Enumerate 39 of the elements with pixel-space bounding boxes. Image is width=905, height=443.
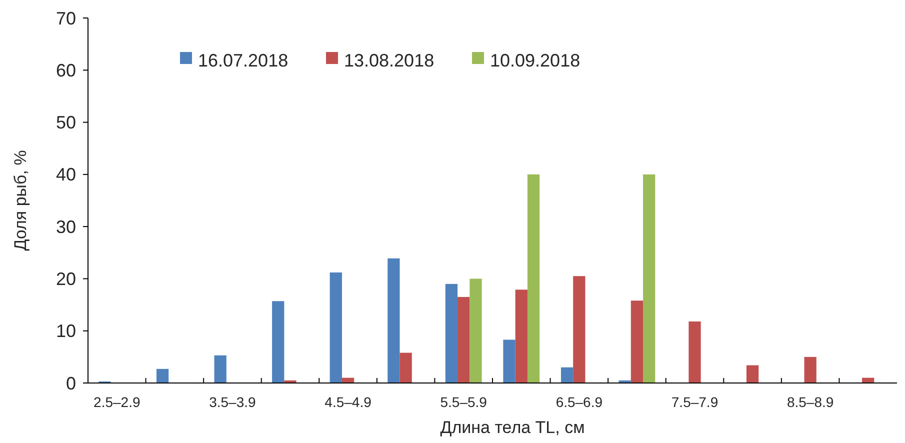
bar — [445, 284, 458, 383]
x-tick-label: 2.5–2.9 — [94, 394, 140, 410]
bar — [560, 367, 574, 383]
y-tick-label: 50 — [56, 112, 76, 133]
x-tick-label: 6.5–6.9 — [556, 394, 603, 410]
x-tick-label: 5.5–5.9 — [440, 394, 488, 410]
bar — [470, 278, 482, 383]
y-tick-label: 20 — [56, 269, 76, 290]
y-tick-label: 30 — [56, 216, 76, 237]
bar — [573, 276, 586, 383]
y-axis-title: Доля рыб, % — [11, 150, 30, 251]
bar — [746, 365, 759, 383]
bar — [272, 301, 284, 383]
bar — [503, 340, 516, 383]
bar — [515, 290, 528, 383]
legend-label: 13.08.2018 — [344, 50, 434, 70]
bar — [400, 352, 412, 383]
y-tick-label: 0 — [66, 373, 76, 394]
bar — [630, 300, 644, 383]
y-tick-label: 40 — [56, 164, 76, 185]
y-tick-label: 70 — [56, 8, 76, 28]
bar — [688, 321, 701, 383]
bar — [804, 356, 816, 383]
bar — [458, 296, 470, 383]
bar — [214, 355, 226, 383]
x-axis-title: Длина тела TL, см — [440, 418, 585, 437]
bar — [156, 368, 169, 383]
x-tick-label: 7.5–7.9 — [671, 394, 718, 410]
bar — [388, 258, 400, 383]
legend-label: 16.07.2018 — [198, 50, 288, 70]
bar — [330, 272, 342, 383]
legend-label: 10.09.2018 — [490, 50, 580, 70]
y-tick-label: 10 — [56, 321, 76, 342]
x-tick-label: 4.5–4.9 — [324, 394, 372, 410]
x-tick-label: 3.5–3.9 — [209, 394, 256, 410]
y-tick-label: 60 — [56, 60, 76, 80]
x-tick-label: 8.5–8.9 — [786, 394, 834, 410]
bar — [643, 174, 656, 383]
bar — [527, 174, 540, 383]
